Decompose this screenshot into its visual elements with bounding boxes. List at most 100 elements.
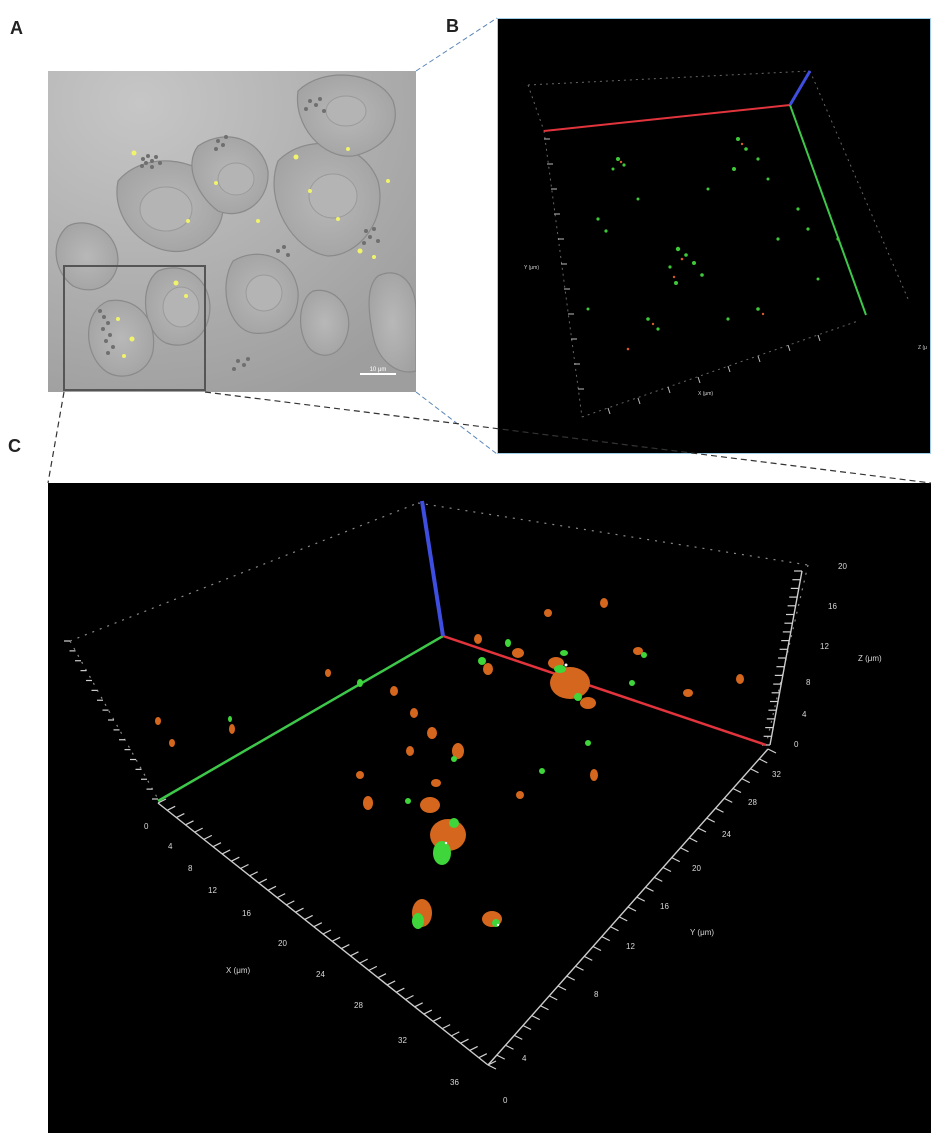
nuclei — [139, 95, 367, 328]
tick-mark — [350, 951, 359, 957]
render-c-ticks — [64, 570, 802, 1070]
tick-mark — [157, 798, 167, 804]
y-tick: 0 — [503, 1096, 508, 1105]
tick-mark — [267, 885, 277, 891]
tick-mark — [741, 778, 751, 784]
tick-mark — [548, 995, 558, 1001]
tick-mark — [166, 805, 176, 811]
render-c-blue-axis — [420, 500, 445, 637]
tick-mark — [221, 849, 231, 855]
x-tick: 20 — [278, 939, 287, 948]
x-tick: 0 — [144, 822, 149, 831]
render-b-svg: Y (μm) X (μm) Z (μ — [524, 70, 927, 418]
render-b-z-axis — [788, 70, 812, 106]
tick-mark — [557, 985, 567, 991]
tick-mark — [723, 797, 733, 803]
tick-mark — [540, 1005, 549, 1011]
y-tick: 24 — [722, 830, 731, 839]
render-c-z-label: Z (μm) — [858, 654, 882, 663]
render-c-frame-ticks — [157, 570, 803, 1066]
render-b-box — [527, 70, 909, 418]
inset-box — [63, 265, 206, 391]
tick-mark — [313, 922, 323, 928]
render-b-x-label: X (μm) — [698, 391, 713, 397]
x-tick: 36 — [450, 1078, 459, 1087]
tick-mark — [688, 837, 698, 843]
tick-mark — [636, 896, 646, 902]
tick-mark — [750, 768, 759, 774]
tick-mark — [276, 893, 286, 899]
tick-mark — [680, 847, 689, 853]
tick-mark — [531, 1015, 541, 1021]
x-tick: 32 — [398, 1036, 407, 1045]
panel-label-a: A — [10, 18, 23, 38]
z-tick: 12 — [820, 642, 829, 651]
tick-mark — [286, 900, 295, 906]
tick-mark — [758, 758, 768, 764]
tick-mark — [575, 965, 584, 971]
render-b-y-axis — [789, 104, 867, 316]
render-panel-c: 0 4 8 12 16 20 24 28 32 36 0 4 8 12 16 2… — [48, 483, 931, 1133]
x-tick: 16 — [242, 909, 251, 918]
z-tick: 20 — [838, 562, 847, 571]
tick-mark — [231, 856, 240, 862]
tick-mark — [249, 871, 258, 877]
tick-mark — [715, 807, 724, 813]
tick-mark — [304, 914, 313, 920]
tick-mark — [671, 857, 681, 863]
tick-mark — [423, 1009, 433, 1015]
render-b-bottom-ticks — [607, 334, 821, 415]
render-c-box — [69, 502, 809, 800]
render-b-signal — [586, 137, 840, 351]
z-tick: 16 — [828, 602, 837, 611]
tick-mark — [732, 787, 742, 794]
tick-mark — [583, 955, 593, 961]
tick-mark — [386, 980, 396, 986]
y-tick: 12 — [626, 942, 635, 951]
y-tick: 32 — [772, 770, 781, 779]
z-tick: 4 — [802, 710, 807, 719]
tick-mark — [513, 1034, 523, 1040]
tick-mark — [496, 1054, 506, 1060]
tick-mark — [487, 1060, 497, 1066]
tick-mark — [706, 817, 716, 823]
x-tick: 8 — [188, 864, 193, 873]
tick-mark — [212, 842, 222, 848]
render-b-y-label: Y (μm) — [524, 265, 539, 271]
render-c-green-axis — [157, 634, 444, 803]
tick-mark — [653, 876, 663, 882]
tick-mark — [662, 866, 672, 873]
y-tick: 4 — [522, 1054, 527, 1063]
x-tick: 24 — [316, 970, 325, 979]
render-c-y-ticks: 0 4 8 12 16 20 24 28 32 — [503, 770, 781, 1105]
tick-mark — [368, 965, 378, 971]
tick-mark — [240, 863, 249, 870]
tick-mark — [610, 926, 619, 932]
panel-label-b: B — [446, 16, 459, 36]
x-tick: 12 — [208, 886, 217, 895]
render-c-signal — [155, 598, 744, 929]
y-tick: 16 — [660, 902, 669, 911]
micrograph-panel-a: 10 μm — [48, 71, 416, 392]
tick-mark — [441, 1024, 451, 1030]
tick-mark — [522, 1024, 532, 1031]
render-b-x-axis — [543, 104, 791, 132]
tick-mark — [487, 1064, 497, 1070]
tick-mark — [505, 1044, 514, 1050]
tick-mark — [601, 936, 611, 942]
render-c-y-label: Y (μm) — [690, 928, 714, 937]
tick-mark — [322, 929, 332, 935]
tick-mark — [203, 834, 213, 840]
y-tick: 8 — [594, 990, 599, 999]
tick-mark — [469, 1045, 478, 1051]
tick-mark — [592, 945, 602, 952]
tick-mark — [185, 820, 194, 826]
tick-mark — [460, 1038, 469, 1044]
tick-mark — [341, 944, 350, 950]
tick-mark — [767, 748, 777, 754]
tick-mark — [194, 827, 203, 833]
render-c-x-label: X (μm) — [226, 966, 250, 975]
render-c-x-ticks: 0 4 8 12 16 20 24 28 32 36 — [144, 822, 459, 1087]
tick-mark — [396, 987, 405, 993]
z-tick: 8 — [806, 678, 811, 687]
